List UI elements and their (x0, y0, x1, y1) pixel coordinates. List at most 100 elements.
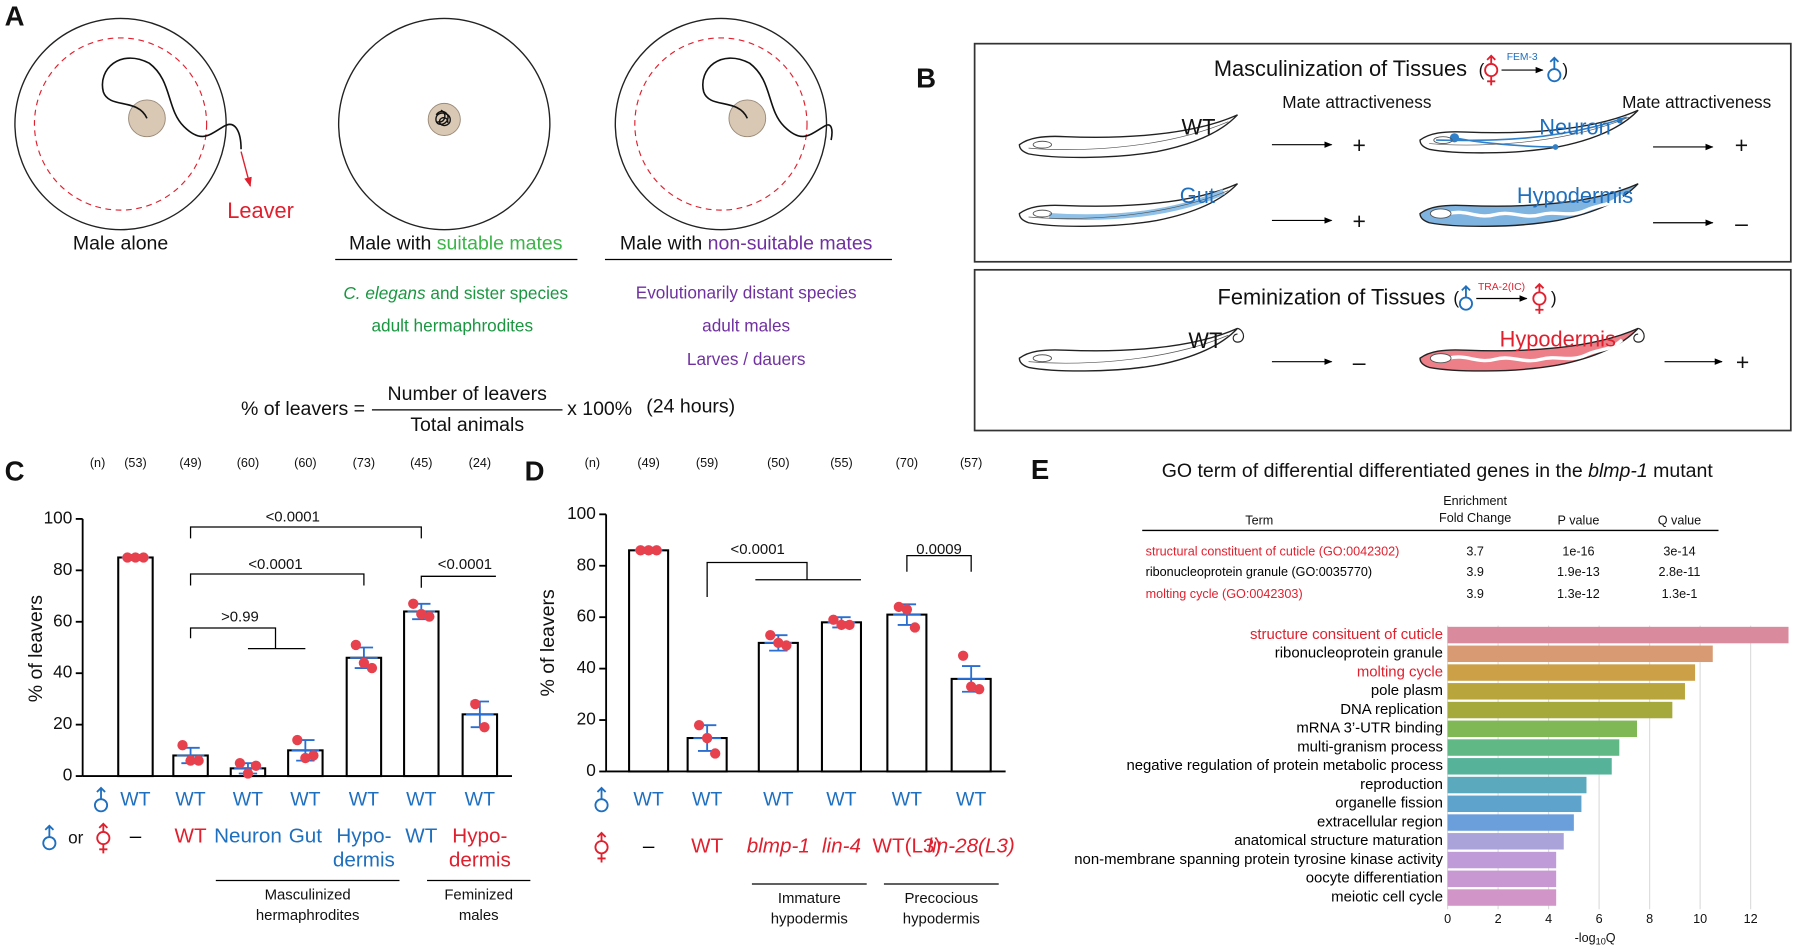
formula-numerator: Number of leavers (388, 383, 548, 405)
panel-letter: B (916, 63, 936, 94)
protein: FEM-3 (1507, 52, 1538, 63)
category-label: lin-4 (822, 835, 861, 858)
data-point (773, 637, 784, 649)
box-title: Feminization of Tissues (1218, 284, 1446, 309)
table-header: P value (1558, 514, 1600, 528)
group-label: Masculinized (265, 886, 351, 903)
x-tick-label: 8 (1646, 912, 1653, 926)
x-tick-label: 2 (1495, 912, 1502, 926)
n-header: (n) (585, 456, 600, 470)
data-point (122, 552, 133, 563)
male-symbol (1547, 56, 1562, 83)
data-point (234, 758, 246, 769)
data-point (250, 760, 262, 771)
n-label: (45) (410, 456, 432, 470)
n-label: (55) (830, 456, 852, 470)
category-label: Hypo- (336, 824, 391, 847)
data-point (185, 755, 196, 766)
effect: + (1736, 349, 1749, 375)
data-point (701, 732, 713, 744)
box (973, 268, 1792, 432)
n-label: (73) (353, 456, 375, 470)
worm-neuron (1419, 109, 1639, 154)
table-cell: 3.9 (1466, 565, 1484, 579)
category-label: extracellular region (1317, 813, 1443, 830)
bar (403, 610, 440, 778)
panel-letter: E (1031, 454, 1049, 485)
y-tick-label: 20 (53, 713, 72, 733)
category-label: WT (349, 788, 379, 810)
panel-letter: C (5, 455, 25, 486)
worm-hypodermis (1419, 327, 1645, 372)
data-point (292, 734, 303, 746)
data-point (350, 639, 362, 651)
dish (14, 17, 227, 231)
table-cell: 3.7 (1466, 545, 1484, 559)
data-point (693, 720, 705, 731)
bar (1447, 720, 1637, 738)
category-label: WT (175, 788, 205, 810)
category-label: WT (826, 788, 856, 810)
y-tick-label: 0 (63, 765, 73, 785)
data-point (893, 601, 905, 613)
table-cell: 2.8e-11 (1659, 565, 1701, 579)
category-label: dermis (333, 848, 395, 871)
bracket: ( (1453, 288, 1459, 308)
effect: – (1353, 349, 1366, 375)
box (973, 42, 1792, 263)
category-label: WT (691, 835, 723, 858)
n-label: (24) (469, 456, 491, 470)
mate-line: adult hermaphrodites (371, 316, 533, 336)
food-lawn (128, 99, 166, 138)
effect: + (1352, 208, 1365, 234)
table-header: Term (1245, 514, 1273, 528)
protein: TRA-2(IC) (1478, 282, 1525, 293)
category-label: Neuron (214, 824, 282, 847)
bar (1447, 889, 1557, 906)
category-label: WT (406, 788, 436, 810)
x-tick-label: 10 (1693, 912, 1707, 926)
dish-label: Male with non-suitable mates (620, 233, 873, 255)
herm-symbol (96, 822, 111, 855)
mate-line: Evolutionarily distant species (636, 282, 857, 302)
effect: + (1352, 132, 1365, 158)
title-part: GO term of differential differentiated g… (1162, 460, 1588, 482)
bar (117, 556, 154, 778)
y-tick-label: 40 (577, 657, 596, 677)
x-label-part: Q (1606, 931, 1616, 945)
herm-symbol (1484, 54, 1499, 87)
label-highlight: suitable mates (437, 233, 563, 255)
category-label: WT (892, 788, 922, 810)
table-cell: 1.9e-13 (1557, 565, 1600, 579)
worm-label: Neuron (1539, 114, 1611, 139)
bar (820, 621, 863, 773)
bracket: ) (1562, 60, 1568, 80)
worm-label: WT (1188, 328, 1222, 353)
group-label: hypodermis (903, 910, 980, 927)
n-header: (n) (90, 456, 105, 470)
worm (1018, 327, 1245, 372)
bar (1447, 776, 1587, 794)
category-label: WT (692, 788, 722, 810)
worm-label: Hypodermis (1517, 183, 1633, 208)
formula-note: (24 hours) (646, 396, 735, 418)
p-value: 0.0009 (916, 541, 962, 558)
n-label: (50) (767, 456, 789, 470)
category-label: – (130, 824, 142, 847)
bar (1447, 683, 1685, 700)
data-point (308, 750, 319, 761)
y-tick-label: 40 (53, 662, 72, 682)
bar (886, 613, 928, 773)
title-part: mutant (1648, 460, 1714, 482)
table-cell: 3.9 (1466, 587, 1484, 601)
error-bar (466, 700, 494, 729)
data-point (470, 698, 481, 710)
x-label-part: 10 (1596, 937, 1606, 946)
category-label: Hypo- (452, 824, 507, 847)
table-cell: molting cycle (GO:0042303) (1146, 587, 1303, 601)
comparison-bracket (706, 561, 861, 597)
data-point (635, 545, 646, 556)
label-highlight: non-suitable mates (708, 233, 873, 255)
